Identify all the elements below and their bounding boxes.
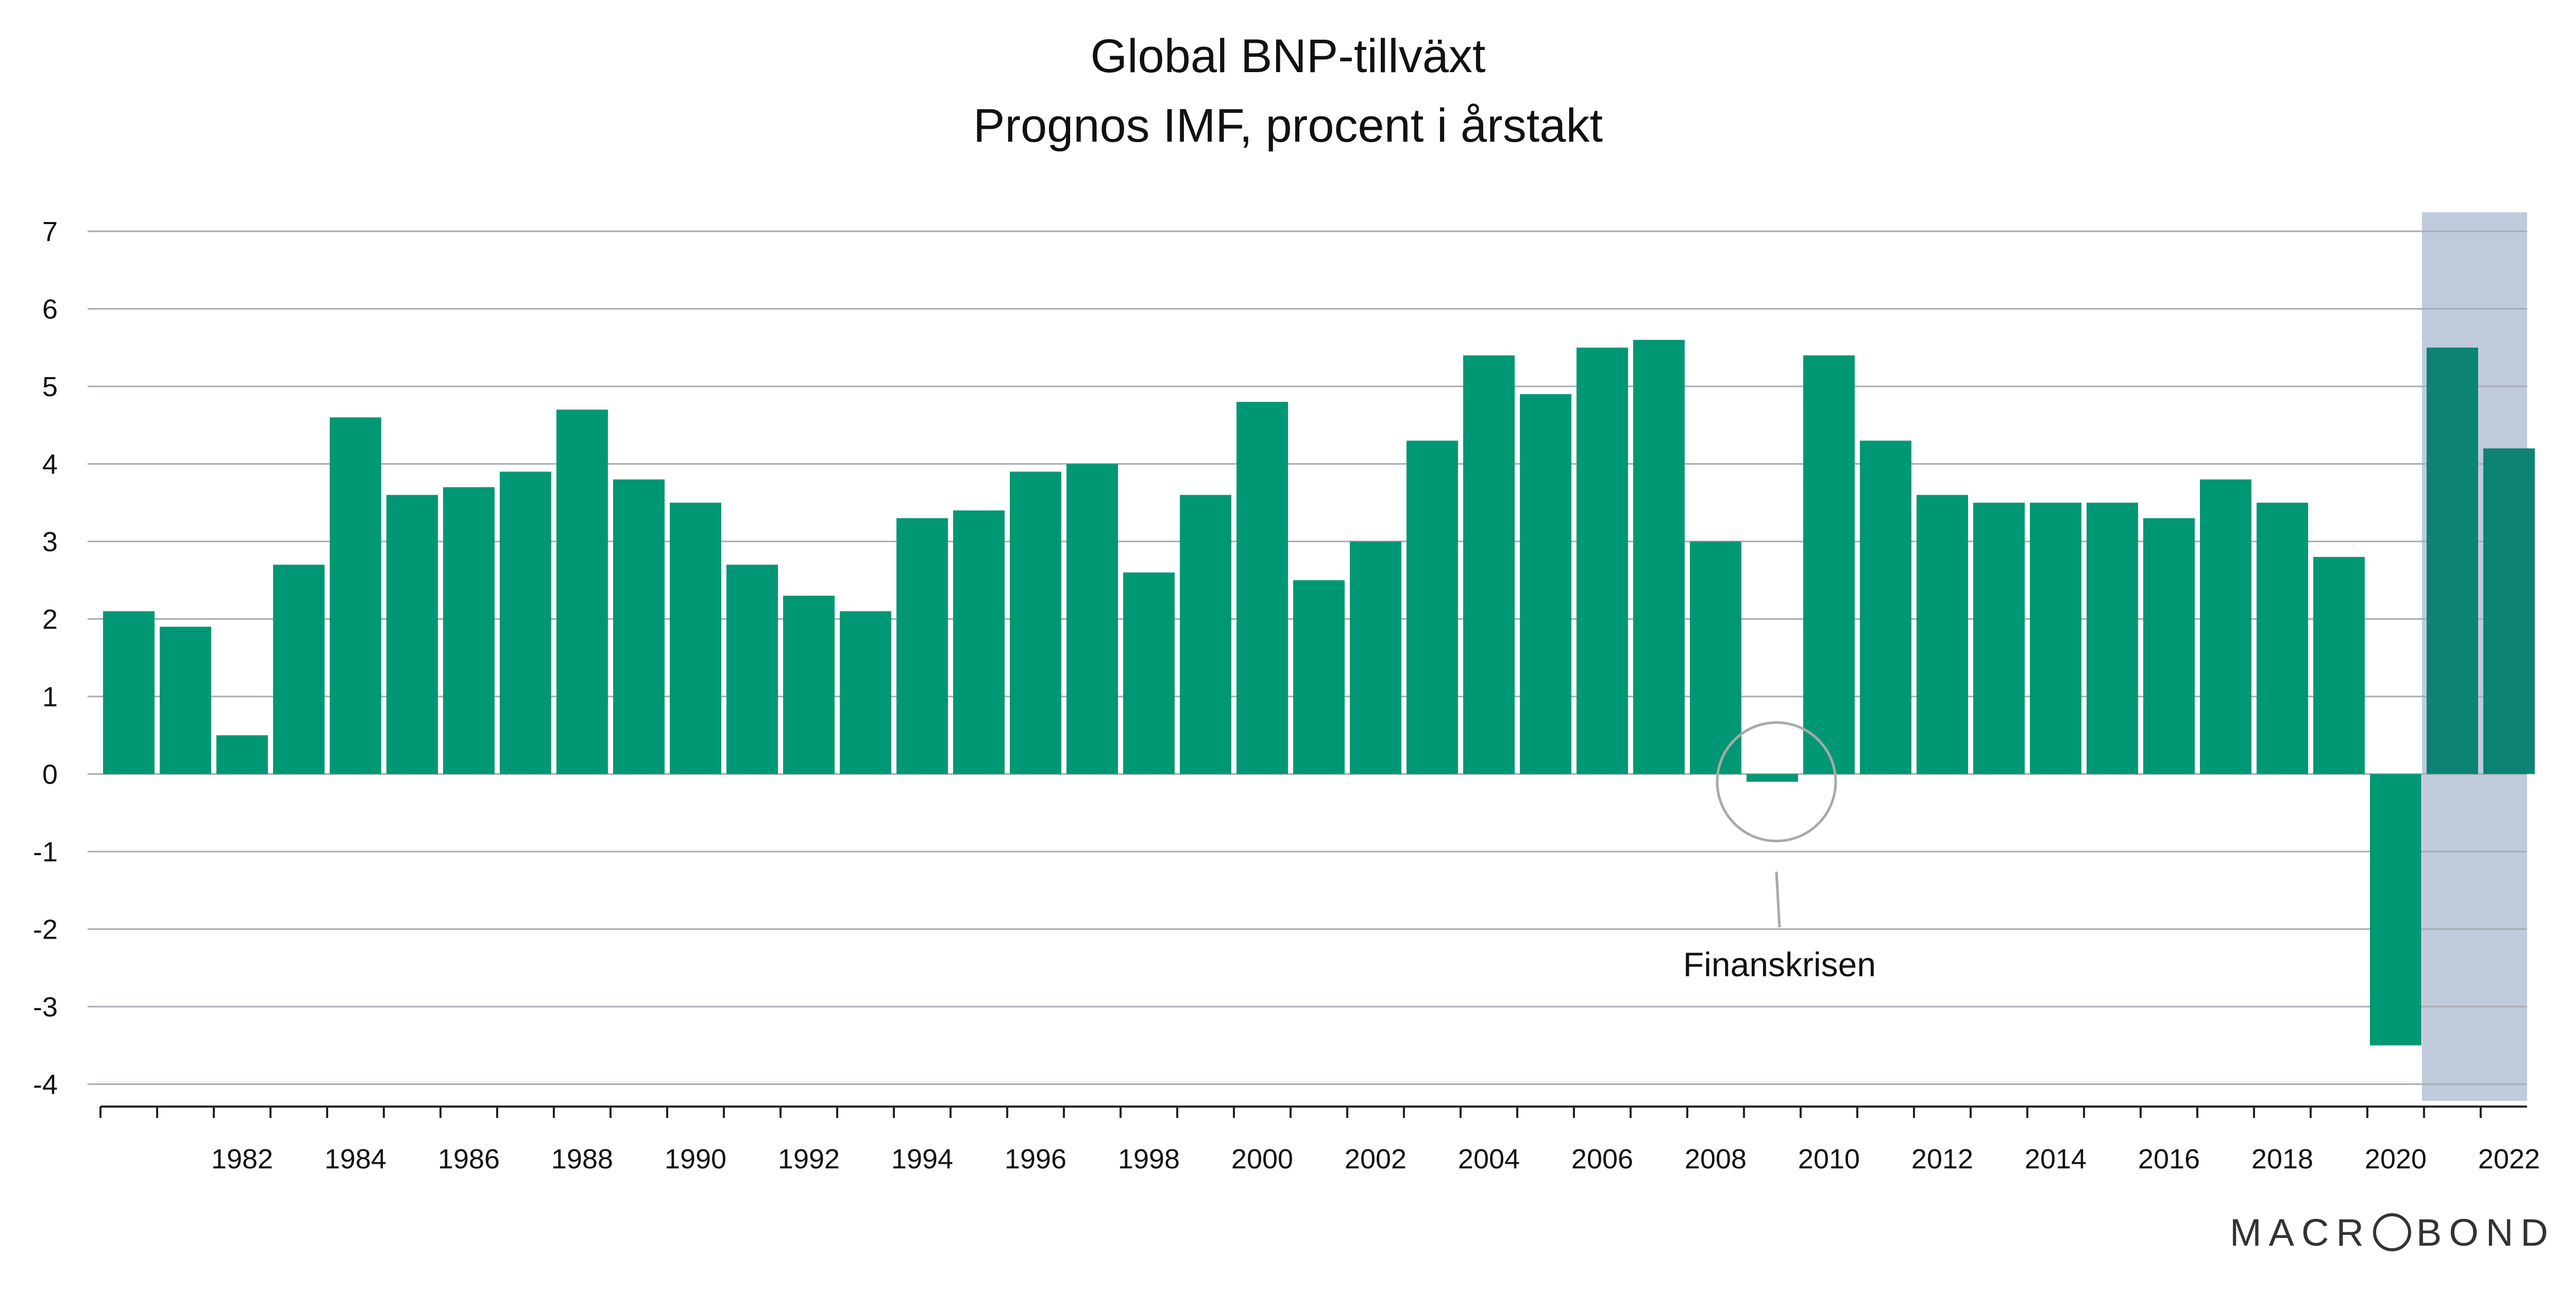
bar — [103, 611, 155, 774]
bar — [386, 495, 438, 774]
bar — [953, 510, 1005, 774]
bar — [1633, 339, 1685, 774]
bar — [1123, 572, 1175, 774]
y-tick-label: -4 — [33, 1069, 58, 1100]
x-tick-label: 2000 — [1231, 1144, 1293, 1175]
bar — [1917, 495, 1968, 774]
bar — [443, 487, 495, 774]
bar — [1860, 440, 1911, 774]
y-tick-label: 4 — [42, 449, 58, 480]
x-tick-label: 2020 — [2365, 1144, 2427, 1175]
y-tick-label: 7 — [42, 216, 58, 247]
y-tick-label: 3 — [42, 526, 58, 557]
x-tick-label: 2014 — [2025, 1144, 2087, 1175]
bar — [1293, 580, 1345, 774]
bar — [1010, 471, 1061, 774]
x-tick-label: 1982 — [211, 1144, 273, 1175]
x-tick-label: 1996 — [1005, 1144, 1066, 1175]
x-tick-label: 2004 — [1458, 1144, 1520, 1175]
bar — [2087, 502, 2138, 774]
bar — [216, 735, 268, 774]
bar — [1463, 355, 1515, 774]
brand-text-right: BOND — [2416, 1211, 2555, 1254]
annotation-label: Finanskrisen — [1683, 945, 1876, 983]
bar — [2313, 557, 2365, 774]
bar — [330, 417, 381, 774]
bar — [160, 626, 211, 774]
y-tick-label: 2 — [42, 604, 58, 635]
bar — [2030, 502, 2081, 774]
circle-o-icon — [2373, 1213, 2411, 1251]
bar — [556, 410, 608, 774]
x-tick-label: 2010 — [1798, 1144, 1860, 1175]
bar — [1180, 495, 1231, 774]
x-tick-label: 2008 — [1685, 1144, 1747, 1175]
bar — [1803, 355, 1855, 774]
bar — [1406, 440, 1458, 774]
x-tick-label: 2006 — [1571, 1144, 1633, 1175]
bar — [273, 565, 325, 774]
bar — [2427, 347, 2478, 774]
y-tick-label: 1 — [42, 682, 58, 712]
bar — [1350, 541, 1401, 774]
bar — [726, 565, 778, 774]
bar — [500, 471, 551, 774]
annotation-circle — [1716, 721, 1837, 843]
y-tick-label: -1 — [33, 837, 58, 868]
bar — [1973, 502, 2025, 774]
annotation-leader-line — [1775, 871, 1781, 928]
annotation-group: Finanskrisen — [1683, 721, 1876, 983]
x-tick-label: 1986 — [438, 1144, 500, 1175]
bar — [1520, 394, 1571, 774]
bar — [1577, 347, 1628, 774]
bar — [1236, 402, 1288, 774]
x-tick-label: 1990 — [665, 1144, 726, 1175]
bar — [2143, 518, 2195, 774]
chart-subtitle: Prognos IMF, procent i årstakt — [973, 99, 1603, 152]
bar — [2200, 479, 2251, 774]
bar — [613, 479, 665, 774]
bar — [2483, 448, 2535, 774]
x-tick-label: 2016 — [2138, 1144, 2200, 1175]
y-tick-label: -2 — [33, 914, 58, 945]
bar — [1690, 541, 1741, 774]
bar — [896, 518, 948, 774]
bar — [840, 611, 891, 774]
y-tick-label: 5 — [42, 371, 58, 402]
x-tick-label: 1984 — [325, 1144, 386, 1175]
brand-logo: MACR BOND — [2230, 1211, 2555, 1254]
brand-text-left: MACR — [2230, 1211, 2371, 1254]
x-tick-label: 1998 — [1118, 1144, 1180, 1175]
chart-title: Global BNP-tillväxt — [1091, 30, 1486, 82]
bar — [1747, 774, 1798, 782]
x-tick-label: 2002 — [1345, 1144, 1406, 1175]
bar — [1066, 464, 1118, 774]
x-tick-label: 1992 — [778, 1144, 840, 1175]
x-tick-label: 2022 — [2478, 1144, 2540, 1175]
bar — [2257, 502, 2308, 774]
bar — [670, 502, 721, 774]
y-tick-label: -3 — [33, 992, 58, 1023]
x-tick-label: 2012 — [1911, 1144, 1973, 1175]
bar — [783, 596, 835, 774]
x-tick-label: 1994 — [891, 1144, 953, 1175]
x-tick-label: 1988 — [551, 1144, 613, 1175]
y-tick-label: 6 — [42, 294, 58, 325]
bar — [2370, 774, 2421, 1046]
y-tick-label: 0 — [42, 759, 58, 790]
x-tick-label: 2018 — [2251, 1144, 2313, 1175]
